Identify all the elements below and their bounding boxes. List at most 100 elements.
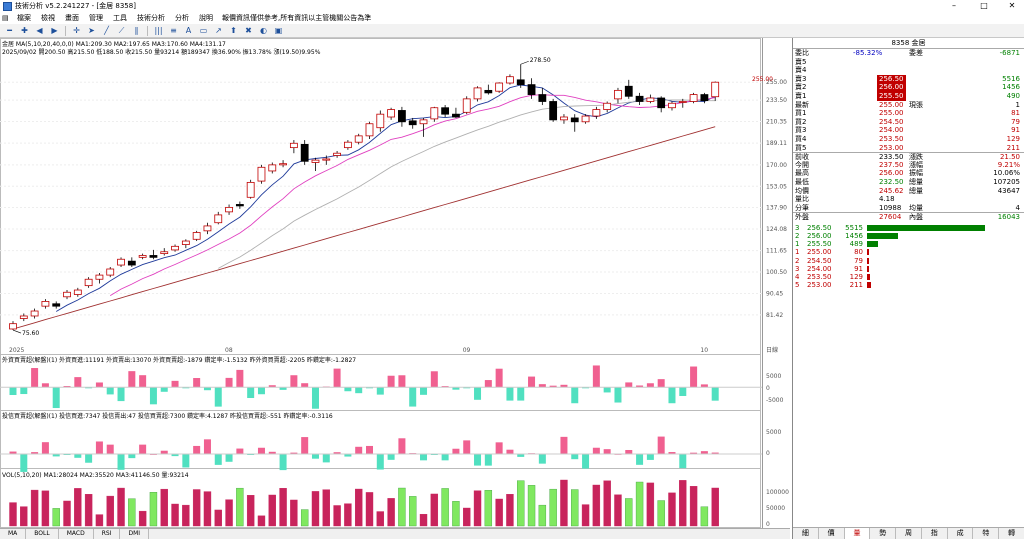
price-tick-label: 90.45 (766, 290, 783, 297)
ask-label: 賣3 (795, 74, 807, 83)
tab-ma[interactable]: MA (0, 529, 27, 539)
dealer-bar (268, 451, 276, 454)
candle-up (646, 97, 655, 102)
bid-depth-bar (867, 282, 872, 289)
tab-dmi[interactable]: DMI (120, 529, 150, 539)
ask-row[interactable]: 賣5 (793, 58, 1024, 67)
menu-analysis[interactable]: 分析 (175, 14, 189, 22)
quote-tab-detail[interactable]: 細 (793, 528, 819, 539)
minus-icon[interactable]: ━ (7, 26, 12, 35)
stat-value: 232.50 (879, 177, 904, 186)
tab-boll[interactable]: BOLL (26, 529, 59, 539)
quote-tab-index[interactable]: 指 (922, 528, 948, 539)
volume-bar (214, 509, 222, 527)
candle-down (127, 260, 136, 266)
depth-qty: 211 (849, 281, 863, 290)
depth-qty: 129 (849, 273, 863, 281)
bid-depth-bar (867, 249, 869, 256)
stat-value: 256.00 (879, 169, 904, 178)
foreign-bar (139, 375, 147, 388)
volume-bar (441, 488, 449, 527)
date-axis-label: 08 (225, 347, 233, 354)
menu-file[interactable]: 檔案 (17, 14, 31, 22)
candle-down (538, 94, 547, 102)
box-tool-icon[interactable]: ▭ (199, 26, 208, 35)
date-axis-label: 10 (700, 347, 708, 354)
stat-label: 前收 (795, 153, 809, 162)
ask-row[interactable]: 賣3 256.50 5516 (793, 74, 1024, 84)
quote-tab-week[interactable]: 周 (896, 528, 922, 539)
chart-area[interactable]: 255.00 233.50 210.35 189.11 170.00 153.05 137.… (0, 38, 790, 528)
stat-value: 21.50 (999, 153, 1020, 162)
price-tick-label: 153.05 (766, 183, 787, 190)
left-arrow-icon[interactable]: ◀ (36, 26, 43, 35)
dealer-bar (636, 454, 644, 465)
weibi-value: -85.32% (853, 49, 883, 57)
quote-tab-volume[interactable]: 量 (844, 528, 871, 539)
palette-icon[interactable]: ◐ (260, 26, 267, 35)
menu-view[interactable]: 檢視 (41, 14, 55, 22)
dealer-bar (41, 442, 49, 454)
quote-tab-switch[interactable]: 轉 (999, 528, 1024, 539)
menu-tools[interactable]: 工具 (113, 14, 127, 22)
line-tool-icon[interactable]: ╱ (104, 26, 109, 35)
quote-tab-trend[interactable]: 勢 (870, 528, 897, 539)
minimize-button[interactable]: – (952, 1, 956, 10)
depth-chart: 3 256.50 5515 2 256.00 1456 1 255.50 489 1 255.00 8… (793, 224, 1024, 290)
quote-panel: 8358 金居 委比 -85.32% 委差 -6871 賣5 賣4 賣3 256.50… (792, 38, 1024, 539)
volume-bar (128, 498, 136, 527)
system-menu-icon[interactable]: ▤ (2, 14, 9, 22)
volume-bar (538, 504, 547, 527)
ask-row[interactable]: 賣4 (793, 66, 1024, 75)
parallel-tool-icon[interactable]: ∥ (134, 26, 139, 35)
stat-label: 最高 (795, 169, 809, 178)
bid-row[interactable]: 買4 253.50 129 (793, 135, 1024, 144)
text-tool-icon[interactable]: A (185, 26, 192, 35)
weicha-label: 委差 (909, 49, 923, 57)
bid-depth-bar (867, 257, 869, 264)
menu-screen[interactable]: 畫面 (65, 14, 79, 22)
ask-row[interactable]: 賣2 256.00 1456 (793, 83, 1024, 92)
tab-rsi[interactable]: RSI (94, 529, 121, 539)
bid-row[interactable]: 買3 254.00 91 (793, 126, 1024, 135)
dealer-bar (236, 448, 244, 454)
arrow-tool-icon[interactable]: ↗ (215, 26, 222, 35)
ask-row[interactable]: 賣1 255.50 490 (793, 91, 1024, 101)
bid-label: 買4 (795, 134, 807, 143)
tab-macd[interactable]: MACD (59, 529, 94, 539)
ask-price: 256.00 (877, 83, 906, 92)
maximize-button[interactable]: □ (980, 1, 988, 10)
right-arrow-icon[interactable]: ▶ (51, 26, 58, 35)
quote-tab-deal[interactable]: 成 (948, 528, 974, 539)
candle-up (668, 102, 676, 109)
crosshair-icon[interactable]: ✛ (73, 26, 80, 35)
depth-level: 2 (795, 256, 800, 265)
low-marker (12, 329, 22, 334)
volume-bar (182, 504, 190, 527)
candle-up (41, 301, 50, 307)
save-icon[interactable]: ▣ (274, 26, 283, 35)
dealer-bar (657, 436, 665, 454)
low-label: 75.60 (22, 330, 39, 337)
delete-tool-icon[interactable]: ✖ (245, 26, 252, 35)
quote-tab-special[interactable]: 特 (973, 528, 1000, 539)
fibonacci-icon[interactable]: ≡ (170, 26, 177, 35)
close-button[interactable]: ✕ (1008, 1, 1016, 10)
menu-technical[interactable]: 技術分析 (137, 14, 165, 22)
outer-value: 27604 (879, 213, 902, 222)
plus-icon[interactable]: ✚ (21, 26, 28, 35)
depth-price: 254.00 (807, 264, 832, 273)
title-bar: 技術分析 v5.2.241227 - [金居 8358] – □ ✕ (0, 0, 1024, 12)
ray-tool-icon[interactable]: ⟋ (118, 26, 125, 35)
mark-tool-icon[interactable]: ⬆ (230, 26, 237, 35)
menu-help[interactable]: 說明 (199, 14, 213, 22)
menu-manage[interactable]: 管理 (89, 14, 103, 22)
pointer-icon[interactable]: ➤ (88, 26, 95, 35)
grid-lines-icon[interactable]: ||| (154, 26, 163, 35)
bid-row[interactable]: 買2 254.50 79 (793, 118, 1024, 127)
quote-tab-price[interactable]: 價 (819, 528, 845, 539)
chart-canvas[interactable]: 255.00 233.50 210.35 189.11 170.00 153.05 137.… (0, 38, 790, 528)
bid-row[interactable]: 買5 253.00 211 (793, 144, 1024, 153)
dealer-bar (20, 454, 28, 472)
bid-row[interactable]: 買1 255.00 81 (793, 109, 1024, 118)
